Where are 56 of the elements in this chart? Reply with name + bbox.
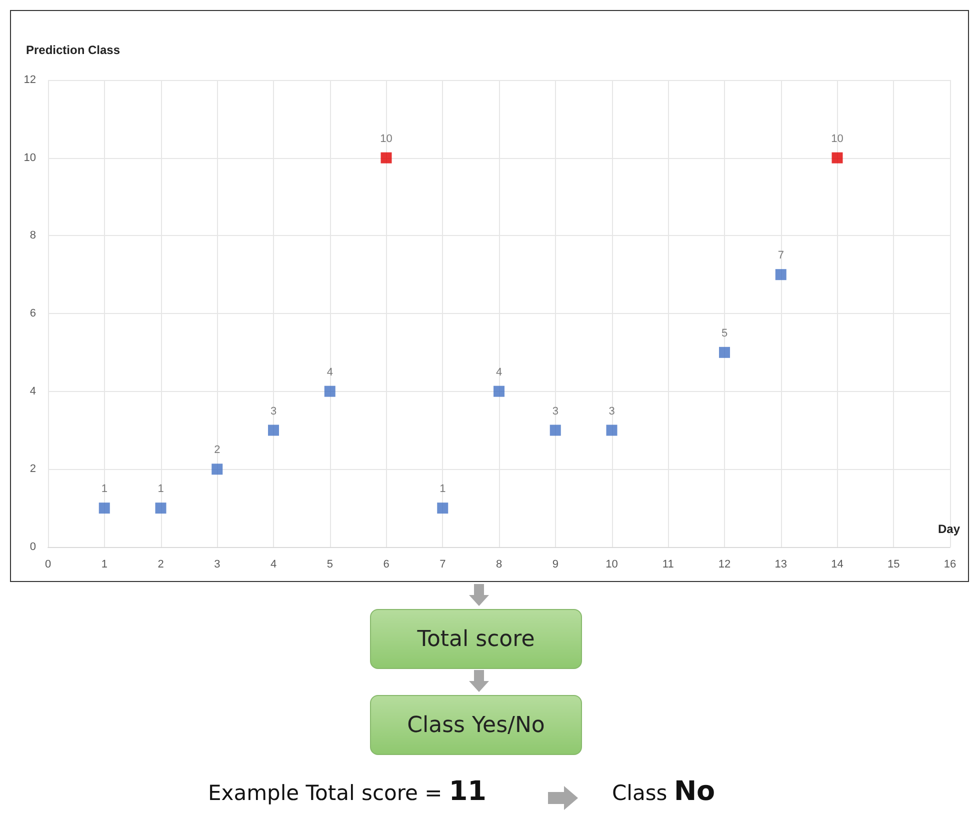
x-axis-title: Day [938, 522, 960, 536]
point [719, 346, 730, 358]
text: Class No [612, 776, 716, 807]
data-label: 1 [101, 483, 108, 496]
flow-box: Class Yes/No [370, 695, 582, 755]
point [494, 386, 504, 397]
data-label: 4 [326, 366, 333, 378]
x-tick-label: 13 [774, 558, 787, 570]
point [324, 386, 336, 397]
y-tick-label: 4 [30, 385, 36, 398]
x-tick-label: 12 [718, 558, 731, 570]
point [268, 424, 279, 436]
data-label: 1 [158, 483, 164, 496]
data-label: 10 [831, 132, 844, 145]
x-tick-label: 1 [101, 558, 108, 570]
y-tick-label: 8 [30, 230, 36, 242]
point [775, 269, 786, 280]
point [155, 502, 166, 514]
point [550, 424, 561, 436]
data-label: 2 [214, 444, 220, 456]
x-tick-label: 0 [44, 558, 52, 570]
data-label: 4 [496, 366, 502, 378]
x-tick-label: 4 [270, 558, 277, 570]
data-label: 3 [552, 405, 558, 418]
x-tick-label: 15 [888, 558, 900, 570]
data-label: 3 [270, 405, 277, 418]
data-label: 5 [721, 327, 728, 340]
y-tick-label: 2 [30, 463, 36, 476]
flow-box: Total score [370, 609, 582, 669]
y-tick-label: 10 [24, 152, 36, 164]
x-tick-label: 8 [496, 558, 502, 570]
point [437, 502, 448, 514]
x-tick-label: 5 [326, 558, 333, 570]
point [832, 152, 843, 164]
x-tick-label: 10 [606, 558, 618, 570]
x-tick-label: 11 [662, 558, 674, 570]
text: Example Total score = 11 [208, 776, 486, 807]
y-axis-title: Prediction Class [26, 43, 120, 57]
y-tick-label: 12 [24, 74, 36, 86]
data-label: 1 [440, 483, 446, 496]
point [606, 424, 618, 436]
data-label: 3 [608, 405, 615, 418]
x-tick-label: 7 [440, 558, 446, 570]
y-tick-label: 6 [30, 308, 36, 320]
x-tick-label: 14 [831, 558, 844, 570]
point [98, 502, 110, 514]
data-label: 10 [380, 132, 392, 145]
x-tick-label: 9 [552, 558, 558, 570]
x-tick-label: 16 [944, 558, 956, 570]
point [212, 464, 223, 475]
y-tick-label: 0 [30, 541, 36, 553]
x-tick-label: 3 [214, 558, 220, 570]
data-label: 7 [778, 250, 784, 262]
x-tick-label: 2 [158, 558, 164, 570]
x-tick-label: 6 [383, 558, 390, 570]
point [380, 152, 392, 164]
